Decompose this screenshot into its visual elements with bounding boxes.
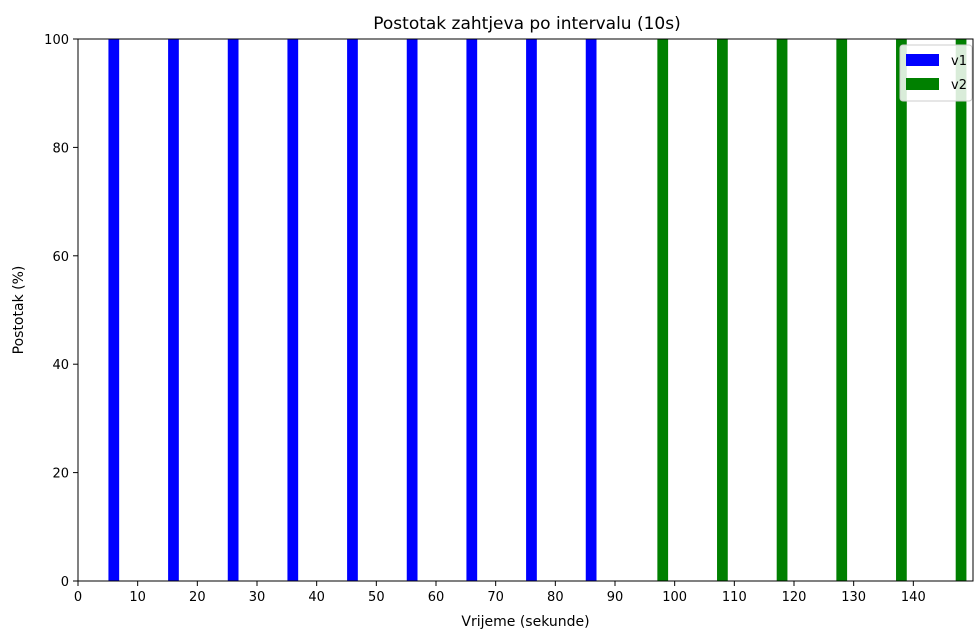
y-tick-label: 80 bbox=[52, 141, 69, 156]
x-axis-label: Vrijeme (sekunde) bbox=[461, 614, 589, 630]
x-tick-label: 80 bbox=[547, 590, 564, 605]
bars-layer bbox=[108, 39, 967, 581]
x-tick-label: 30 bbox=[249, 590, 266, 605]
legend-swatch-v1 bbox=[906, 54, 939, 66]
x-tick-label: 0 bbox=[74, 590, 82, 605]
bar-v1-46 bbox=[347, 39, 358, 581]
y-tick-label: 40 bbox=[52, 358, 69, 373]
bar-v1-66 bbox=[466, 39, 478, 581]
legend-swatch-v2 bbox=[906, 78, 939, 90]
bar-v2-128 bbox=[836, 39, 848, 581]
chart-title: Postotak zahtjeva po intervalu (10s) bbox=[373, 14, 681, 34]
x-tick-label: 130 bbox=[841, 590, 866, 605]
bar-v1-36 bbox=[287, 39, 299, 581]
x-tick-label: 40 bbox=[308, 590, 325, 605]
legend: v1 v2 bbox=[899, 44, 973, 102]
x-tick-label: 20 bbox=[189, 590, 206, 605]
plot-area-frame bbox=[77, 38, 974, 582]
x-axis-ticks: 0 10 20 30 40 50 60 70 80 90 100 110 120 130 140 bbox=[74, 581, 926, 605]
y-tick-label: 0 bbox=[61, 575, 69, 590]
legend-label-v1: v1 bbox=[951, 54, 967, 69]
y-tick-label: 100 bbox=[44, 33, 69, 48]
bar-v1-26 bbox=[227, 39, 239, 581]
bar-v2-118 bbox=[776, 39, 788, 581]
y-axis-ticks: 0 20 40 60 80 100 bbox=[44, 33, 78, 590]
x-tick-label: 100 bbox=[662, 590, 687, 605]
bar-v1-6 bbox=[108, 39, 120, 581]
y-tick-label: 20 bbox=[52, 467, 69, 482]
legend-label-v2: v2 bbox=[951, 78, 967, 93]
x-tick-label: 90 bbox=[607, 590, 624, 605]
x-tick-label: 70 bbox=[487, 590, 504, 605]
bar-v2-148 bbox=[955, 39, 967, 581]
bar-v2-108 bbox=[717, 39, 728, 581]
bar-v1-86 bbox=[585, 39, 597, 581]
bar-v1-76 bbox=[526, 39, 537, 581]
x-tick-label: 10 bbox=[129, 590, 146, 605]
x-tick-label: 60 bbox=[428, 590, 445, 605]
y-tick-label: 60 bbox=[52, 250, 69, 265]
x-tick-label: 140 bbox=[901, 590, 926, 605]
x-tick-label: 120 bbox=[782, 590, 807, 605]
x-tick-label: 110 bbox=[722, 590, 747, 605]
bar-v1-16 bbox=[168, 39, 179, 581]
bar-v2-98 bbox=[657, 39, 669, 581]
bar-v1-56 bbox=[406, 39, 418, 581]
y-axis-label: Postotak (%) bbox=[11, 266, 27, 355]
x-tick-label: 50 bbox=[368, 590, 385, 605]
bar-v2-138 bbox=[896, 39, 907, 581]
